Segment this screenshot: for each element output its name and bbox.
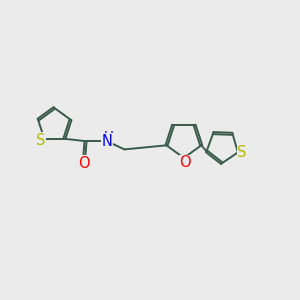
Text: N: N <box>101 134 112 148</box>
Text: H: H <box>103 130 113 142</box>
Text: S: S <box>237 145 247 160</box>
Text: O: O <box>78 156 90 171</box>
Text: O: O <box>179 155 191 170</box>
Text: S: S <box>36 133 45 148</box>
